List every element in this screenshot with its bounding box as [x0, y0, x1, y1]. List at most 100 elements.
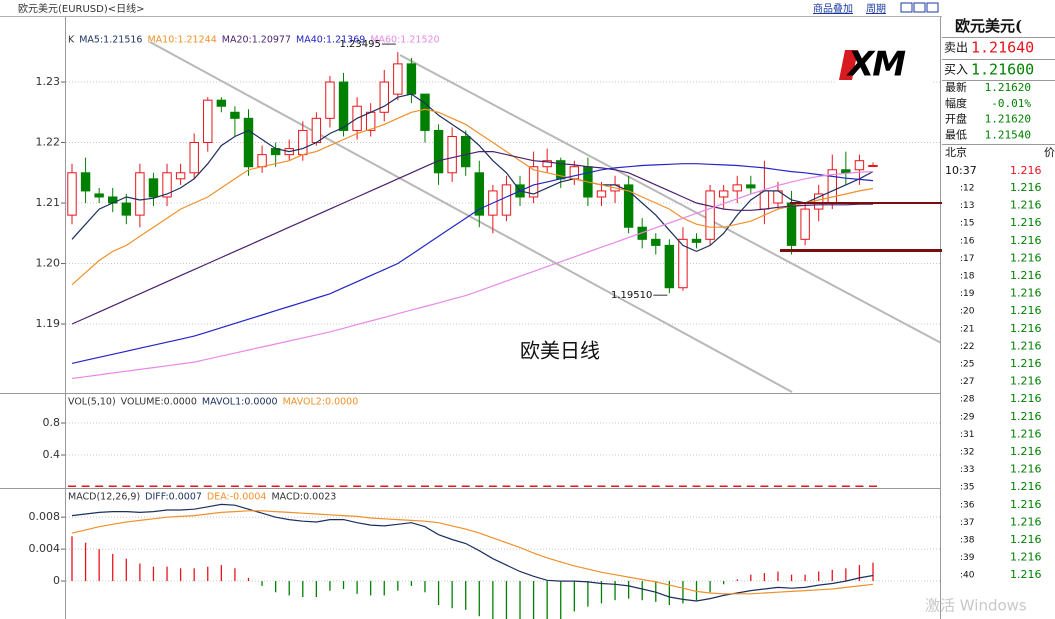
candle-body	[732, 184, 742, 192]
candle-body	[868, 165, 878, 168]
sell-price: 1.21640	[971, 39, 1034, 57]
volume-bar	[583, 485, 592, 487]
volume-bar	[475, 485, 484, 487]
volume-bar	[719, 485, 728, 487]
legend-entry: MA60:1.21520	[370, 35, 439, 46]
volume-bar	[488, 485, 497, 487]
tick-price: 1.216	[1010, 164, 1042, 177]
candle-body	[664, 244, 675, 289]
candle-body	[474, 172, 484, 216]
tick-price: 1.216	[1010, 181, 1042, 194]
volume-bar	[230, 485, 239, 487]
candle-body	[230, 111, 240, 119]
candle-body	[420, 93, 430, 131]
candle-body	[189, 142, 199, 174]
candle-body	[841, 169, 851, 174]
tick-time: :16	[960, 236, 975, 246]
candle-body	[705, 190, 715, 240]
stat-value: 1.21620	[985, 113, 1031, 126]
legend-entry: MA20:1.20977	[222, 35, 291, 46]
tick-time: :12	[960, 184, 974, 194]
candle-body	[854, 160, 865, 171]
tick-price: 1.216	[1010, 498, 1042, 511]
tick-time: :27	[960, 377, 974, 387]
volume-bar	[244, 485, 253, 487]
candle-body	[447, 135, 457, 174]
indicator-line	[71, 108, 874, 286]
tick-time: :15	[960, 219, 974, 229]
stat-value: -0.01%	[991, 97, 1031, 110]
volume-bar	[122, 485, 131, 487]
tick-price: 1.216	[1010, 463, 1042, 476]
tick-price: 1.216	[1010, 216, 1042, 229]
volume-bar	[502, 485, 511, 487]
legend-entry: MA5:1.21516	[79, 35, 142, 46]
legend-entry: VOL(5,10)	[68, 397, 116, 408]
candle-body	[325, 81, 335, 119]
volume-bar	[516, 485, 525, 487]
candle-body	[528, 166, 539, 198]
tick-price: 1.216	[1010, 445, 1042, 458]
candle-body	[393, 63, 403, 95]
tick-price: 1.216	[1010, 322, 1042, 335]
candle-body	[298, 129, 308, 156]
tick-time: :32	[960, 448, 974, 458]
candle-body	[175, 172, 186, 180]
tick-price: 1.216	[1010, 304, 1042, 317]
candle-body	[786, 202, 797, 246]
y-tick-label: 0.008	[29, 510, 61, 523]
volume-bar	[135, 485, 144, 487]
view-buttons[interactable]	[900, 2, 939, 13]
y-tick-label: 1.22	[36, 136, 61, 149]
stat-value: 1.21540	[985, 128, 1031, 141]
candle-body	[433, 129, 444, 174]
candle-body	[67, 172, 77, 216]
candle-body	[746, 184, 756, 189]
volume-bar	[68, 485, 76, 487]
candle-body	[203, 99, 213, 144]
indicator-line	[71, 93, 874, 253]
candle-body	[718, 190, 729, 198]
legend-entry: MACD:0.0023	[271, 492, 336, 503]
legend-entry: DEA:-0.0004	[207, 492, 267, 503]
candle-body	[94, 193, 104, 198]
candle-body	[542, 160, 552, 168]
quote-panel: 欧元美元( 卖出 1.21640 买入 1.21600 最新 1.21620 幅度 -…	[942, 0, 1055, 619]
tick-price: 1.216	[1010, 568, 1042, 581]
tick-price: 1.216	[1010, 234, 1042, 247]
period-link[interactable]: 周期	[866, 3, 886, 15]
panel-marks	[71, 503, 874, 619]
candle-body	[311, 117, 322, 144]
volume-bar	[869, 485, 877, 487]
top-bar-border	[0, 16, 942, 17]
candle-body	[80, 172, 91, 192]
tick-time: :18	[960, 272, 975, 282]
logo-text: XM	[846, 45, 906, 85]
overlay-link[interactable]: 商品叠加	[813, 2, 853, 15]
candle-body	[257, 154, 267, 168]
volume-bar	[855, 485, 864, 487]
legend-entry: MACD(12,26,9)	[68, 492, 140, 503]
stat-label: 开盘	[945, 112, 967, 126]
indicator-line	[71, 171, 874, 380]
trend-line	[149, 41, 793, 393]
price-annotation: 1.19510	[611, 290, 652, 301]
y-tick-label: 1.20	[36, 257, 61, 270]
volume-bar	[611, 485, 620, 487]
candle-body	[759, 190, 770, 210]
volume-bar	[678, 485, 687, 487]
legend-entry: MAVOL1:0.0000	[202, 397, 278, 408]
tick-price: 1.216	[1010, 427, 1042, 440]
volume-bar	[325, 485, 334, 487]
volume-bar	[746, 485, 755, 487]
volume-bar	[570, 485, 579, 487]
legend-entry: K	[68, 35, 75, 46]
volume-bar	[217, 485, 226, 487]
volume-bar	[461, 485, 470, 487]
volume-bar	[841, 485, 850, 487]
tick-price: 1.216	[1010, 392, 1042, 405]
tick-time: :19	[960, 289, 975, 299]
volume-bar	[312, 485, 321, 487]
